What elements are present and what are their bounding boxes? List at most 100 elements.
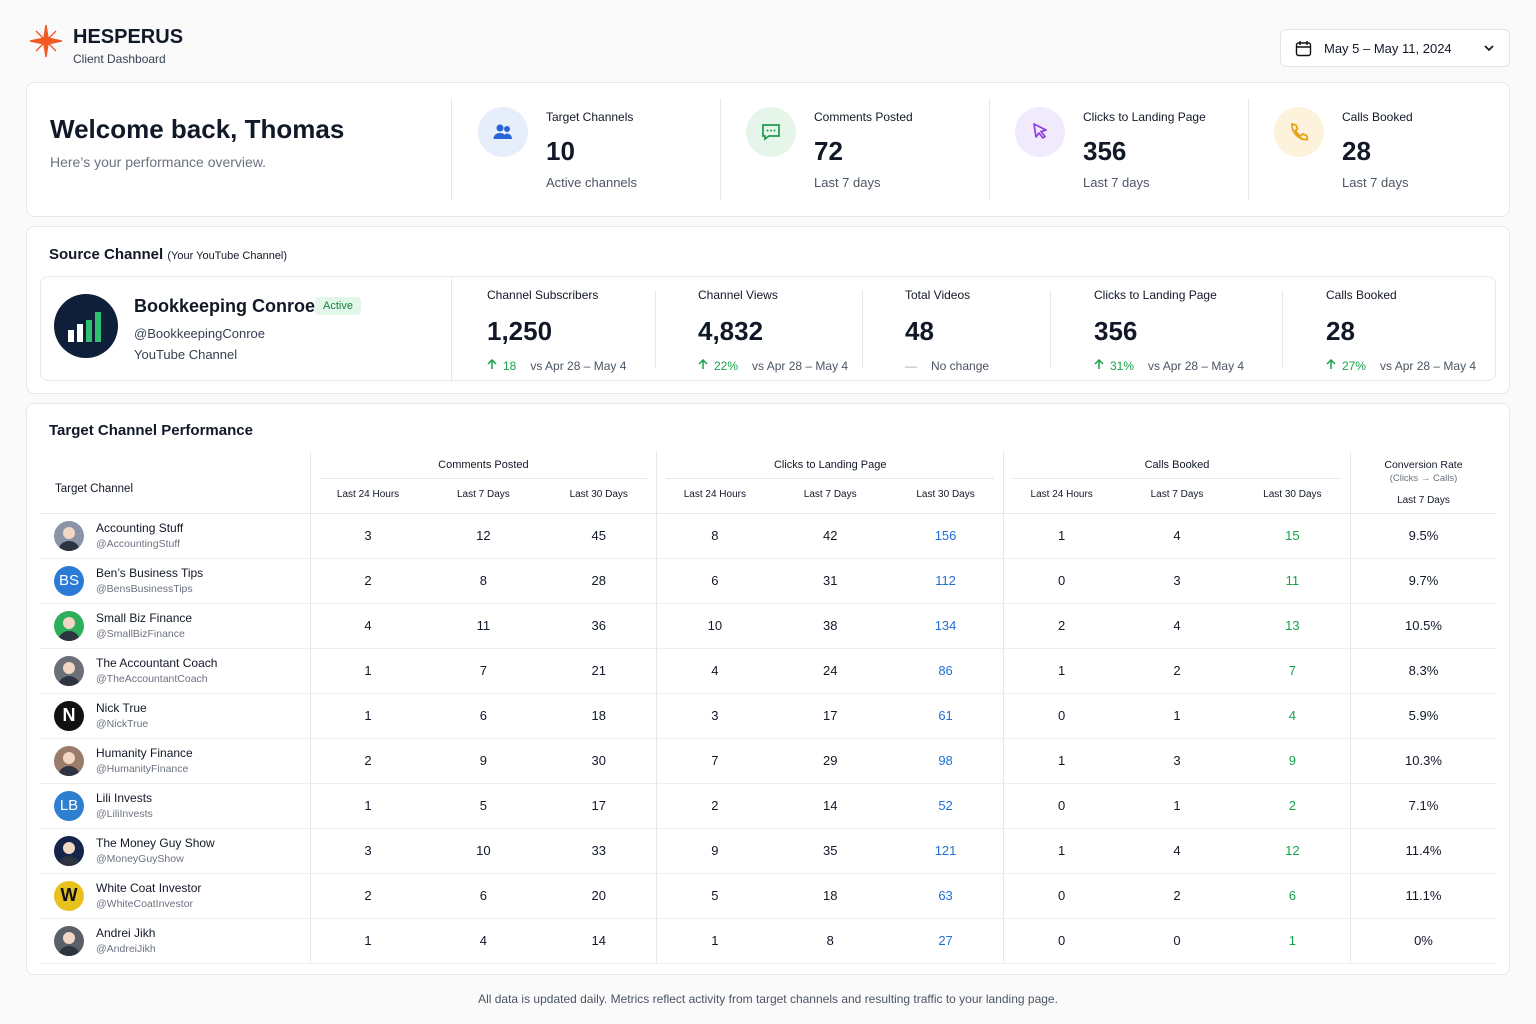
change-text: 31% xyxy=(1110,359,1135,373)
divider xyxy=(1248,98,1249,200)
metric-cell: 28 xyxy=(541,558,657,604)
table-row[interactable]: N Nick True @NickTrue 1 6 18 3 17 61 0 1 4 5.9% xyxy=(40,693,1497,739)
brand: HESPERUS xyxy=(73,26,184,48)
metric-cell: 13 xyxy=(1234,603,1351,649)
kpi-note: Active channels xyxy=(546,175,638,190)
avatar xyxy=(54,745,84,776)
table-row[interactable]: W White Coat Investor @WhiteCoatInvestor 2 6… xyxy=(40,873,1497,919)
metric-cell: 52 xyxy=(888,783,1004,829)
metric-cell: 3 xyxy=(656,693,773,739)
metric-change: 18 vs Apr 28 – May 4 xyxy=(487,358,626,373)
kpi-label: Target Channels xyxy=(546,110,634,124)
metric-cell: 7 xyxy=(1234,648,1351,694)
metric-cell: 2 xyxy=(1119,648,1235,694)
metric-cell: 0 xyxy=(1003,558,1120,604)
metric-cell: 1 xyxy=(1119,783,1235,829)
metric-cell: 0 xyxy=(1003,783,1120,829)
metric-cell: 0 xyxy=(1003,918,1120,964)
change-value: — xyxy=(905,359,917,373)
metric-cell: 4 xyxy=(309,603,426,649)
header-row: Target Channel Comments Posted Clicks to L… xyxy=(40,452,1497,514)
change-value: 27% xyxy=(1326,358,1367,373)
period-header: Last 30 Days xyxy=(541,483,657,514)
metric-cell: 1 xyxy=(309,693,426,739)
kpi-icon xyxy=(746,107,796,157)
source-card xyxy=(26,226,1510,394)
kpi-icon xyxy=(1015,107,1065,157)
group-header: Comments Posted xyxy=(309,452,657,483)
metric-cell: 35 xyxy=(772,828,888,874)
table-row[interactable]: LB Lili Invests @LiliInvests 1 5 17 2 14 52 0 1 2 7.… xyxy=(40,783,1497,829)
channel-text: Nick True @NickTrue xyxy=(96,701,148,730)
period-header: Last 7 Days xyxy=(1119,483,1235,514)
metric-cell: 14 xyxy=(541,918,657,964)
group-header: Clicks to Landing Page xyxy=(656,452,1004,483)
metric: Clicks to Landing Page 356 31% vs Apr 28 – … xyxy=(1094,288,1244,373)
channel-text: Lili Invests @LiliInvests xyxy=(96,791,153,820)
kpi-note: Last 7 days xyxy=(1342,175,1409,190)
table-row[interactable]: The Money Guy Show @MoneyGuyShow 3 10 33 9 35 1… xyxy=(40,828,1497,874)
metric: Calls Booked 28 27% vs Apr 28 – May 4 xyxy=(1326,288,1476,373)
channel: N Nick True @NickTrue xyxy=(41,700,309,731)
rate-cell: 5.9% xyxy=(1349,693,1497,739)
channel: BS Ben’s Business Tips @BensBusinessTips xyxy=(41,565,309,596)
kpi-card: Calls Booked 28 Last 7 days xyxy=(1248,98,1516,200)
metric-cell: 36 xyxy=(541,603,657,649)
group-label: Calls Booked xyxy=(1013,459,1341,479)
metric-cell: 18 xyxy=(541,693,657,739)
divider xyxy=(451,98,452,200)
table-row[interactable]: BS Ben’s Business Tips @BensBusinessTips 2 8… xyxy=(40,558,1497,604)
rate-cell: 8.3% xyxy=(1349,648,1497,694)
channel: W White Coat Investor @WhiteCoatInvestor xyxy=(41,880,309,911)
table-row[interactable]: Humanity Finance @HumanityFinance 2 9 30 7 29 9… xyxy=(40,738,1497,784)
channel-name: Nick True xyxy=(96,701,147,715)
metric-cell: 17 xyxy=(541,783,657,829)
metric-cell: 98 xyxy=(888,738,1004,784)
metric-label: Calls Booked xyxy=(1326,288,1397,302)
metric-cell: 1 xyxy=(1119,693,1235,739)
channel-name: Ben’s Business Tips xyxy=(96,566,204,580)
channel-text: The Accountant Coach @TheAccountantCoach xyxy=(96,656,217,685)
metric-cell: 14 xyxy=(772,783,888,829)
table-row[interactable]: Small Biz Finance @SmallBizFinance 4 11 36 10… xyxy=(40,603,1497,649)
welcome-subtitle: Here’s your performance overview. xyxy=(50,154,267,170)
metric-cell: 1 xyxy=(1234,918,1351,964)
calendar-icon xyxy=(1295,40,1312,56)
metric-value: 28 xyxy=(1326,316,1355,346)
avatar-initials: N xyxy=(62,705,76,725)
table-row[interactable]: Andrei Jikh @AndreiJikh 1 4 14 1 8 27 0 0 1 0% xyxy=(40,918,1497,964)
source-name: Bookkeeping Conroe xyxy=(134,296,316,316)
kpi-card: Clicks to Landing Page 356 Last 7 days xyxy=(989,98,1257,200)
channel-text: White Coat Investor @WhiteCoatInvestor xyxy=(96,881,201,910)
kpi-note: Last 7 days xyxy=(1083,175,1150,190)
channel-cell: W White Coat Investor @WhiteCoatInvestor xyxy=(40,873,310,919)
metric-change: 31% vs Apr 28 – May 4 xyxy=(1094,358,1244,373)
table-body: Accounting Stuff @AccountingStuff 3 12 45 8 42… xyxy=(40,513,1497,964)
avatar xyxy=(54,610,84,641)
avatar xyxy=(54,655,84,686)
channel-cell: Accounting Stuff @AccountingStuff xyxy=(40,513,310,559)
metric-cell: 4 xyxy=(1119,828,1235,874)
table-row[interactable]: The Accountant Coach @TheAccountantCoach 1… xyxy=(40,648,1497,694)
channel-text: Humanity Finance @HumanityFinance xyxy=(96,746,193,775)
change-text: 27% xyxy=(1342,359,1367,373)
period-header: Last 24 Hours xyxy=(1003,483,1120,514)
metric-cell: 9 xyxy=(656,828,773,874)
group-header: Calls Booked xyxy=(1003,452,1351,483)
metric-cell: 3 xyxy=(1119,558,1235,604)
metric-cell: 0 xyxy=(1003,873,1120,919)
channel: Andrei Jikh @AndreiJikh xyxy=(41,925,309,956)
avatar-initials: LB xyxy=(59,797,79,814)
channel-name: Lili Invests xyxy=(96,791,153,805)
logo xyxy=(29,24,63,58)
chevron xyxy=(1484,45,1494,52)
table-row[interactable]: Accounting Stuff @AccountingStuff 3 12 45 8 42… xyxy=(40,513,1497,559)
metric-cell: 12 xyxy=(1234,828,1351,874)
channel-handle: @SmallBizFinance xyxy=(96,628,185,640)
kpi-value: 72 xyxy=(814,136,843,166)
avatar xyxy=(54,835,84,866)
change-value: 22% xyxy=(698,358,738,373)
date-picker[interactable]: May 5 – May 11, 2024 xyxy=(1280,29,1510,67)
change-compare: vs Apr 28 – May 4 xyxy=(1380,359,1477,373)
divider xyxy=(1282,290,1283,368)
